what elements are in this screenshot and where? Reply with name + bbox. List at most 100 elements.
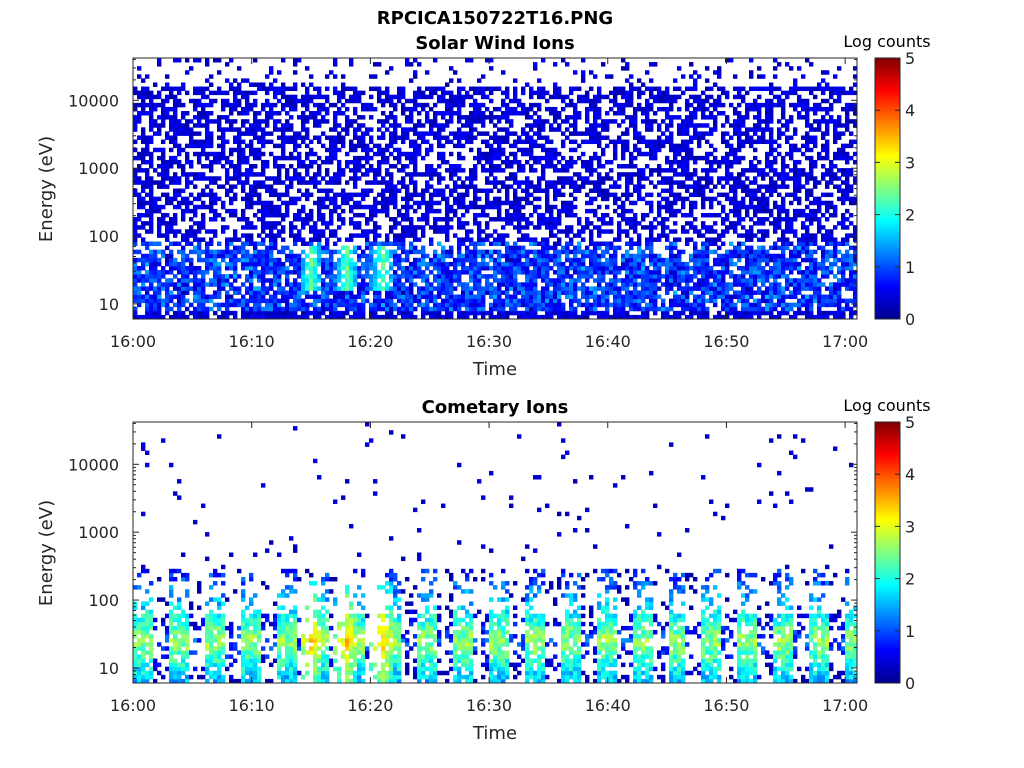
spectrogram-cell (469, 147, 474, 153)
spectrogram-cell (525, 123, 530, 128)
spectrogram-cell (265, 270, 270, 275)
spectrogram-cell (261, 159, 266, 165)
spectrogram-cell (393, 192, 398, 198)
spectrogram-cell (265, 123, 270, 128)
spectrogram-cell (489, 164, 494, 169)
spectrogram-cell (233, 233, 238, 238)
spectrogram-cell (669, 241, 674, 246)
spectrogram-cell (529, 310, 534, 316)
spectrogram-cell (521, 314, 526, 320)
spectrogram-cell (265, 159, 270, 165)
spectrogram-cell (373, 229, 378, 234)
spectrogram-cell (533, 314, 538, 320)
spectrogram-cell (257, 294, 262, 300)
spectrogram-cell (329, 257, 334, 263)
spectrogram-cell (329, 212, 334, 218)
spectrogram-cell (637, 180, 642, 185)
spectrogram-cell (437, 139, 442, 145)
spectrogram-cell (389, 253, 394, 259)
spectrogram-cell (597, 115, 602, 120)
spectrogram-cell (337, 204, 342, 210)
spectrogram-cell (621, 143, 626, 149)
spectrogram-cell (285, 306, 290, 312)
spectrogram-cell (161, 159, 166, 165)
spectrogram-cell (657, 294, 662, 300)
spectrogram-cell (517, 200, 522, 206)
spectrogram-cell (529, 274, 534, 279)
spectrogram-cell (205, 131, 210, 136)
spectrogram-cell (149, 225, 154, 230)
spectrogram-cell (165, 286, 170, 291)
spectrogram-cell (249, 147, 254, 153)
spectrogram-cell (429, 310, 434, 316)
spectrogram-cell (309, 111, 314, 116)
spectrogram-cell (629, 314, 634, 320)
spectrogram-cell (413, 237, 418, 242)
spectrogram-cell (465, 221, 470, 226)
spectrogram-cell (341, 314, 346, 320)
spectrogram-cell (449, 249, 454, 255)
spectrogram-cell (237, 286, 242, 291)
spectrogram-cell (557, 282, 562, 287)
spectrogram-cell (213, 278, 218, 283)
spectrogram-cell (501, 102, 506, 108)
spectrogram-cell (329, 200, 334, 206)
spectrogram-cell (453, 278, 458, 283)
spectrogram-cell (429, 290, 434, 295)
spectrogram-cell (629, 253, 634, 259)
spectrogram-cell (661, 143, 666, 149)
spectrogram-cell (409, 278, 414, 283)
spectrogram-cell (509, 111, 514, 116)
spectrogram-cell (565, 241, 570, 246)
spectrogram-cell (165, 196, 170, 202)
spectrogram-cell (613, 249, 618, 255)
spectrogram-cell (469, 135, 474, 140)
spectrogram-cell (365, 204, 370, 210)
spectrogram-cell (473, 241, 478, 246)
spectrogram-cell (565, 159, 570, 165)
spectrogram-cell (209, 261, 214, 267)
spectrogram-cell (261, 261, 266, 267)
spectrogram-cell (489, 188, 494, 193)
spectrogram-cell (457, 115, 462, 120)
spectrogram-cell (653, 294, 658, 300)
spectrogram-cell (601, 265, 606, 271)
spectrogram-cell (553, 204, 558, 210)
spectrogram-cell (257, 286, 262, 291)
spectrogram-cell (209, 135, 214, 140)
spectrogram-cell (201, 151, 206, 157)
spectrogram-cell (305, 241, 310, 246)
spectrogram-cell (621, 94, 626, 100)
spectrogram-cell (269, 241, 274, 246)
spectrogram-cell (393, 237, 398, 242)
spectrogram-cell (357, 257, 362, 263)
spectrogram-cell (349, 282, 354, 287)
spectrogram-cell (589, 208, 594, 214)
spectrogram-cell (485, 225, 490, 230)
spectrogram-cell (337, 314, 342, 320)
spectrogram-cell (549, 257, 554, 263)
spectrogram-cell (621, 314, 626, 320)
spectrogram-cell (245, 241, 250, 246)
spectrogram-cell (309, 74, 314, 79)
spectrogram-cell (321, 257, 326, 263)
spectrogram-cell (405, 127, 410, 132)
spectrogram-cell (405, 98, 410, 104)
spectrogram-cell (357, 212, 362, 218)
spectrogram-cell (153, 131, 158, 136)
spectrogram-cell (513, 180, 518, 185)
spectrogram-cell (393, 204, 398, 210)
spectrogram-cell (645, 115, 650, 120)
spectrogram-cell (545, 310, 550, 316)
spectrogram-cell (537, 86, 542, 92)
spectrogram-cell (289, 270, 294, 275)
spectrogram-cell (493, 164, 498, 169)
spectrogram-cell (477, 115, 482, 120)
spectrogram-cell (665, 86, 670, 92)
spectrogram-cell (645, 200, 650, 206)
spectrogram-cell (389, 229, 394, 234)
spectrogram-cell (169, 147, 174, 153)
spectrogram-cell (597, 314, 602, 320)
spectrogram-cell (177, 86, 182, 92)
spectrogram-cell (181, 233, 186, 238)
